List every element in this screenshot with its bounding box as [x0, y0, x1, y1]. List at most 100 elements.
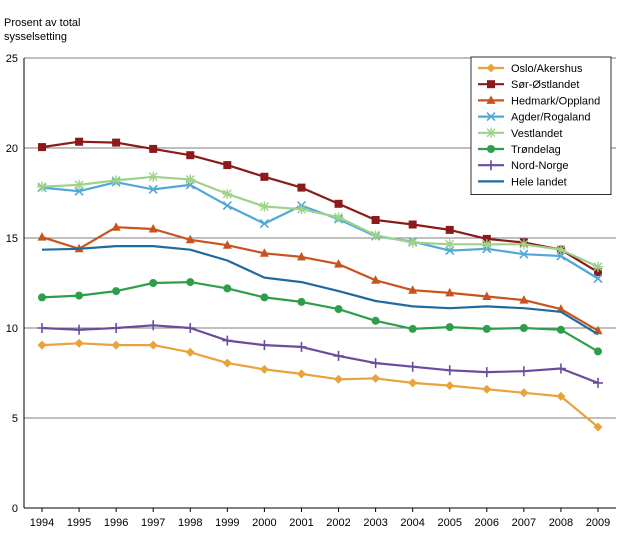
data-point-trondelag-2009 — [594, 347, 602, 356]
data-point-oslo-akershus-2004 — [408, 378, 418, 388]
y-tick-label-20: 20 — [6, 143, 18, 155]
data-point-nord-norge-1997 — [148, 320, 159, 331]
data-point-agder-rogaland-2007 — [519, 249, 529, 259]
legend: Oslo/Akershus Sør-Østlandet Hedmark/Opplan… — [470, 56, 612, 196]
data-point-vestlandet-2000 — [259, 201, 270, 212]
data-point-oslo-akershus-2005 — [445, 381, 455, 391]
x-tick-label-1994: 1994 — [30, 517, 54, 529]
x-tick-label-1995: 1995 — [67, 517, 91, 529]
legend-entry-nord-norge: Nord-Norge — [478, 160, 568, 172]
data-point-vestlandet-1999 — [222, 188, 233, 199]
data-point-hedmark-oppland-2004 — [408, 285, 418, 294]
x-tick-label-2005: 2005 — [437, 517, 461, 529]
data-point-sor-ostlandet-2005 — [445, 225, 454, 234]
legend-label-vestlandet: Vestlandet — [511, 128, 562, 140]
data-point-nord-norge-2002 — [333, 350, 344, 361]
data-point-vestlandet-2002 — [333, 212, 344, 223]
data-point-hedmark-oppland-1998 — [185, 234, 195, 244]
data-point-vestlandet-2006 — [481, 239, 492, 250]
data-point-oslo-akershus-1995 — [74, 338, 84, 348]
series-hele-landet — [41, 245, 599, 336]
data-point-oslo-akershus-2000 — [259, 364, 269, 374]
x-tick-label-1998: 1998 — [178, 517, 202, 529]
x-tick-label-2000: 2000 — [252, 517, 276, 529]
data-point-oslo-akershus-1997 — [148, 340, 158, 350]
legend-label-hele-landet: Hele landet — [511, 176, 567, 188]
series-line-oslo-akershus — [41, 342, 599, 428]
y-tick-label-0: 0 — [12, 503, 18, 515]
data-point-hedmark-oppland-2006 — [482, 291, 492, 300]
data-point-oslo-akershus-2002 — [334, 374, 344, 384]
y-tick-label-25: 25 — [6, 53, 18, 65]
legend-marker-nord-norge — [486, 160, 496, 171]
data-point-nord-norge-1999 — [222, 335, 233, 346]
data-point-sor-ostlandet-2002 — [334, 199, 343, 208]
series-line-nord-norge — [41, 324, 599, 384]
x-tick-label-2002: 2002 — [326, 517, 350, 529]
data-point-oslo-akershus-2008 — [556, 391, 566, 401]
data-point-nord-norge-2008 — [555, 363, 566, 374]
data-point-vestlandet-2004 — [407, 237, 418, 248]
axes — [23, 58, 616, 512]
data-point-vestlandet-1994 — [37, 181, 47, 192]
data-point-sor-ostlandet-2006 — [482, 234, 491, 243]
data-point-sor-ostlandet-2003 — [371, 216, 380, 224]
data-point-oslo-akershus-1999 — [222, 358, 232, 368]
data-point-agder-rogaland-2009 — [593, 273, 603, 284]
data-point-hedmark-oppland-2003 — [371, 275, 381, 284]
data-point-hedmark-oppland-1996 — [111, 222, 121, 231]
data-point-sor-ostlandet-2009 — [594, 268, 602, 277]
data-point-vestlandet-2005 — [444, 239, 455, 250]
x-tick-label-2006: 2006 — [475, 517, 499, 529]
data-point-nord-norge-1995 — [74, 324, 85, 335]
series-lines — [37, 137, 603, 432]
y-axis-label: Prosent av total sysselsetting — [4, 17, 80, 43]
data-point-trondelag-1999 — [223, 284, 232, 293]
data-point-trondelag-1995 — [75, 291, 84, 300]
data-point-nord-norge-2003 — [370, 358, 381, 369]
data-point-hedmark-oppland-2000 — [259, 248, 269, 257]
x-tick-label-1997: 1997 — [141, 517, 165, 529]
y-tick-labels: 0 5 10 15 20 25 — [6, 53, 18, 515]
data-point-oslo-akershus-1998 — [185, 347, 195, 357]
data-point-nord-norge-2006 — [481, 367, 492, 378]
legend-entry-trondelag: Trøndelag — [478, 144, 561, 156]
y-tick-label-5: 5 — [12, 413, 18, 425]
data-point-oslo-akershus-2001 — [296, 369, 306, 379]
data-point-sor-ostlandet-2004 — [408, 220, 417, 229]
data-point-trondelag-2000 — [260, 293, 269, 302]
legend-marker-sor-ostlandet — [487, 80, 495, 89]
x-tick-label-1996: 1996 — [104, 517, 128, 529]
x-tick-label-2007: 2007 — [512, 517, 536, 529]
legend-label-nord-norge: Nord-Norge — [511, 160, 568, 172]
data-point-nord-norge-2005 — [444, 365, 455, 376]
data-point-trondelag-2008 — [556, 325, 565, 334]
legend-label-sor-ostlandet: Sør-Østlandet — [511, 79, 579, 91]
data-point-oslo-akershus-1996 — [111, 340, 121, 350]
y-tick-label-15: 15 — [6, 233, 18, 245]
series-vestlandet — [37, 171, 603, 272]
data-point-nord-norge-1994 — [37, 323, 47, 333]
data-point-vestlandet-2003 — [370, 230, 381, 241]
data-point-vestlandet-2001 — [296, 204, 307, 215]
data-point-vestlandet-1996 — [111, 175, 122, 186]
series-line-hele-landet — [41, 245, 599, 336]
series-trondelag — [38, 278, 602, 356]
data-point-agder-rogaland-1999 — [222, 201, 232, 211]
series-oslo-akershus — [37, 338, 603, 432]
data-point-hedmark-oppland-2005 — [445, 287, 455, 297]
legend-entry-hele-landet: Hele landet — [478, 176, 567, 188]
data-point-sor-ostlandet-1996 — [112, 138, 121, 147]
x-tick-label-2008: 2008 — [549, 517, 573, 529]
data-point-sor-ostlandet-2000 — [260, 172, 269, 181]
data-point-sor-ostlandet-1994 — [38, 143, 46, 152]
y-tick-label-10: 10 — [6, 323, 18, 335]
data-point-nord-norge-1996 — [111, 323, 122, 333]
data-point-sor-ostlandet-2001 — [297, 183, 306, 192]
data-point-trondelag-1994 — [38, 293, 46, 302]
x-tick-labels: 1994 1995 1996 1997 1998 1999 2000 2001 2002 2003… — [30, 517, 610, 529]
data-point-nord-norge-2007 — [518, 366, 529, 377]
legend-marker-oslo-akershus — [486, 63, 496, 73]
data-point-oslo-akershus-1994 — [37, 340, 47, 350]
